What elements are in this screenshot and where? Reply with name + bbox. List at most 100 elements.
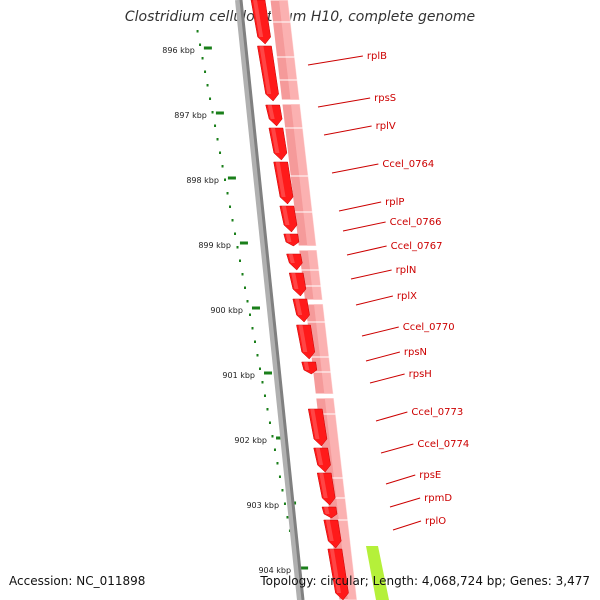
ruler-dot xyxy=(263,394,266,397)
ruler-dot xyxy=(221,165,224,168)
ruler-tick-label: 902 kbp xyxy=(234,436,267,445)
ruler-dot xyxy=(248,313,251,316)
map-title: Clostridium cellulolyticum H10, complete… xyxy=(124,9,476,25)
ruler-dot xyxy=(234,232,237,235)
cds-arrow xyxy=(288,272,307,297)
cds-arrow-shine xyxy=(294,299,303,315)
cds-arrow-shine xyxy=(267,105,275,119)
ruler-dot xyxy=(266,408,269,411)
ruler-dot xyxy=(271,435,274,438)
ruler-dot xyxy=(224,178,227,181)
ruler-dot xyxy=(214,124,217,127)
backbone-line xyxy=(239,0,305,600)
gene-label[interactable]: Ccel_0767 xyxy=(391,241,443,252)
accession-text: Accession: NC_011898 xyxy=(9,574,146,588)
backbone-track xyxy=(235,0,305,600)
gene-label[interactable]: rpsE xyxy=(419,470,441,481)
label-leader-line xyxy=(365,351,401,362)
gene-label[interactable]: rpsH xyxy=(409,369,432,380)
ruler-dot xyxy=(256,354,259,357)
cds-arrow xyxy=(265,104,283,127)
cds-arrow xyxy=(279,205,298,233)
gene-label[interactable]: rplB xyxy=(367,51,387,62)
ruler-dot xyxy=(261,381,264,384)
label-leader-line xyxy=(331,163,379,174)
ruler-tick xyxy=(239,241,248,245)
cds-arrow-shine xyxy=(253,0,264,37)
ruler-dot xyxy=(236,246,239,249)
highlighted-gene xyxy=(366,546,389,600)
gene-label[interactable]: Ccel_0774 xyxy=(417,439,469,450)
ruler-dot xyxy=(246,300,249,303)
gene-band-highlight xyxy=(290,104,317,246)
ruler-tick-label: 896 kbp xyxy=(162,46,195,55)
cds-arrow-shine xyxy=(275,162,286,197)
cds-arrow-shine xyxy=(303,362,310,370)
label-leader-line xyxy=(317,97,371,108)
ruler-dot xyxy=(244,286,247,289)
cds-arrow-shine xyxy=(325,520,334,541)
label-leader-line xyxy=(346,245,387,256)
cds-arrow-shine xyxy=(285,234,292,242)
ruler-dot xyxy=(219,151,222,154)
gene-label[interactable]: Ccel_0773 xyxy=(411,407,463,418)
ruler-tick xyxy=(264,371,273,375)
gene-label[interactable]: Ccel_0764 xyxy=(382,159,434,170)
ruler-dot xyxy=(226,192,229,195)
ruler-tick-label: 898 kbp xyxy=(186,176,219,185)
gene-label[interactable]: rpsN xyxy=(404,347,427,358)
ruler-dot xyxy=(199,43,202,46)
label-leader-line xyxy=(307,55,363,66)
cds-arrow-shine xyxy=(323,507,330,514)
gene-label[interactable]: rplV xyxy=(376,121,396,132)
ruler-dot xyxy=(196,30,199,33)
ruler-tick xyxy=(300,566,309,570)
cds-arrow-shine xyxy=(270,128,280,153)
ruler-dot xyxy=(241,273,244,276)
ruler-tick xyxy=(227,176,236,180)
cds-arrow-shine xyxy=(319,473,328,498)
label-leader-line xyxy=(361,326,399,337)
ruler-tick-label: 903 kbp xyxy=(246,501,279,510)
ruler-tick-label: 900 kbp xyxy=(210,306,243,315)
gene-labels: rplB rpsS rplV Ccel_0764 rplP Ccel_0766 Ccel_0… xyxy=(307,51,469,531)
gene-label[interactable]: Ccel_0766 xyxy=(390,217,442,228)
cds-arrow-shine xyxy=(310,409,320,439)
ruler-dot xyxy=(273,448,276,451)
ruler-tick-label: 901 kbp xyxy=(222,371,255,380)
cds-track xyxy=(250,0,349,600)
ruler-dot xyxy=(204,70,207,73)
cds-arrow xyxy=(283,233,300,247)
ruler-dot xyxy=(253,340,256,343)
gene-label[interactable]: rpsS xyxy=(374,93,396,104)
label-leader-line xyxy=(323,125,372,136)
ruler-tick xyxy=(203,46,212,50)
label-leader-line xyxy=(338,201,382,212)
ruler-dot xyxy=(206,84,209,87)
label-leader-line xyxy=(350,269,392,280)
label-leader-line xyxy=(392,520,422,531)
gene-band-highlight xyxy=(279,0,300,100)
gene-label[interactable]: rpmD xyxy=(424,493,452,504)
gene-label[interactable]: rplX xyxy=(397,291,417,302)
cds-arrow-shine xyxy=(298,325,308,352)
cds-arrow-shine xyxy=(291,273,299,289)
ruler-dot xyxy=(229,205,232,208)
ruler-dot xyxy=(231,219,234,222)
cds-arrow xyxy=(268,127,288,161)
label-leader-line xyxy=(342,221,386,232)
ruler-dot xyxy=(258,367,261,370)
ruler-tick xyxy=(276,436,285,440)
gene-band-highlight xyxy=(324,398,357,600)
ruler-track: 896 kbp 897 kbp 898 kbp 899 kbp 900 kbp 901 k… xyxy=(162,30,309,600)
cds-arrow-shine xyxy=(281,206,290,225)
label-leader-line xyxy=(375,411,408,422)
gene-label[interactable]: rplN xyxy=(396,265,417,276)
gene-label[interactable]: Ccel_0770 xyxy=(403,322,455,333)
gene-label[interactable]: rplP xyxy=(385,197,404,208)
cds-arrow-shine xyxy=(288,254,295,263)
backbone-shadow xyxy=(235,0,303,600)
gene-band-highlight xyxy=(307,250,323,300)
gene-label[interactable]: rplO xyxy=(425,516,446,527)
ruler-dot xyxy=(201,57,204,60)
